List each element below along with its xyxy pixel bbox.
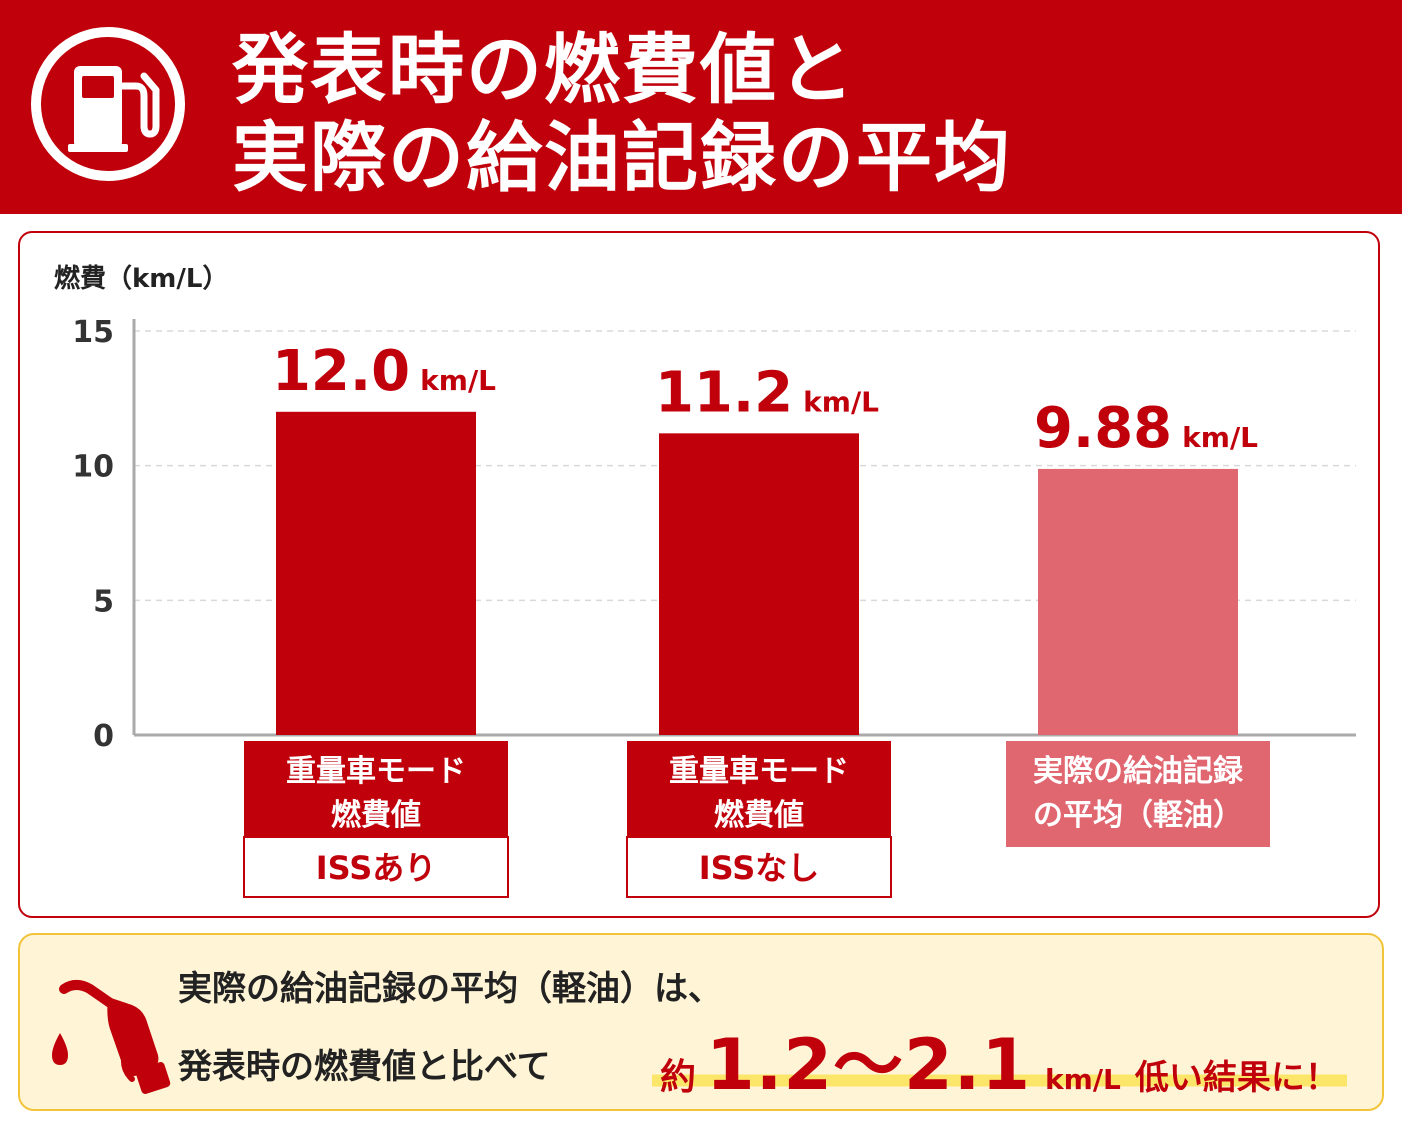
data-label: 9.88 km/L bbox=[1034, 396, 1258, 461]
title-line-2: 実際の給油記録の平均 bbox=[232, 113, 1012, 202]
data-label-unit: km/L bbox=[1182, 421, 1258, 454]
y-tick-label: 15 bbox=[72, 315, 114, 350]
title-line-1: 発表時の燃費値と bbox=[232, 25, 856, 114]
data-label: 11.2 km/L bbox=[655, 360, 879, 425]
category-label-box bbox=[244, 741, 508, 837]
category-label-line-1: 実際の給油記録 bbox=[1033, 754, 1244, 789]
y-tick-label: 0 bbox=[93, 719, 114, 754]
page-title: 発表時の燃費値と 実際の給油記録の平均 bbox=[232, 26, 1012, 202]
category-sublabel: ISSなし bbox=[699, 849, 820, 887]
callout-range: 1.2～2.1 bbox=[706, 1024, 1032, 1106]
fuel-nozzle-icon bbox=[52, 980, 171, 1094]
callout-approx: 約 bbox=[660, 1057, 697, 1098]
data-label-unit: km/L bbox=[420, 364, 496, 397]
data-label: 12.0 km/L bbox=[272, 339, 496, 404]
header-banner: 発表時の燃費値と 実際の給油記録の平均 bbox=[0, 0, 1402, 214]
callout-line-2: 発表時の燃費値と比べて bbox=[178, 1047, 551, 1087]
category-label-line-1: 重量車モード bbox=[286, 754, 466, 789]
bar bbox=[659, 433, 859, 735]
category-label-box bbox=[627, 741, 891, 837]
summary-callout: 実際の給油記録の平均（軽油）は、 発表時の燃費値と比べて 約 1.2～2.1 k… bbox=[18, 933, 1384, 1111]
callout-result: 低い結果に！ bbox=[1134, 1058, 1339, 1098]
category-label-box bbox=[1006, 741, 1270, 847]
category-label-line-2: 燃費値 bbox=[714, 798, 804, 833]
category-sublabel-box bbox=[626, 836, 892, 898]
bar bbox=[1038, 468, 1238, 735]
data-label-unit: km/L bbox=[803, 385, 879, 418]
category-sublabel-box bbox=[243, 836, 509, 898]
data-label-value: 11.2 bbox=[655, 360, 793, 425]
y-axis-label: 燃費（km/L） bbox=[54, 264, 228, 294]
data-label-value: 12.0 bbox=[272, 339, 410, 404]
chart-card: 燃費（km/L） 0 5 10 15 12.0 km/L 重量車モード 燃費値 ISSあり 11.2… bbox=[18, 231, 1380, 918]
category-sublabel: ISSあり bbox=[316, 849, 437, 887]
category-label-line-2: の平均（軽油） bbox=[1033, 798, 1243, 833]
y-tick-label: 5 bbox=[93, 584, 114, 619]
callout-highlight: 約 1.2～2.1 km/L 低い結果に！ bbox=[652, 1009, 1347, 1106]
callout-line-1: 実際の給油記録の平均（軽油）は、 bbox=[178, 969, 722, 1009]
bar bbox=[276, 411, 476, 735]
data-label-value: 9.88 bbox=[1034, 396, 1172, 461]
fuel-pump-icon bbox=[31, 27, 185, 181]
category-label-line-2: 燃費値 bbox=[331, 798, 421, 833]
y-tick-label: 10 bbox=[72, 450, 114, 485]
category-label-line-1: 重量車モード bbox=[669, 754, 849, 789]
callout-unit: km/L bbox=[1045, 1063, 1121, 1096]
